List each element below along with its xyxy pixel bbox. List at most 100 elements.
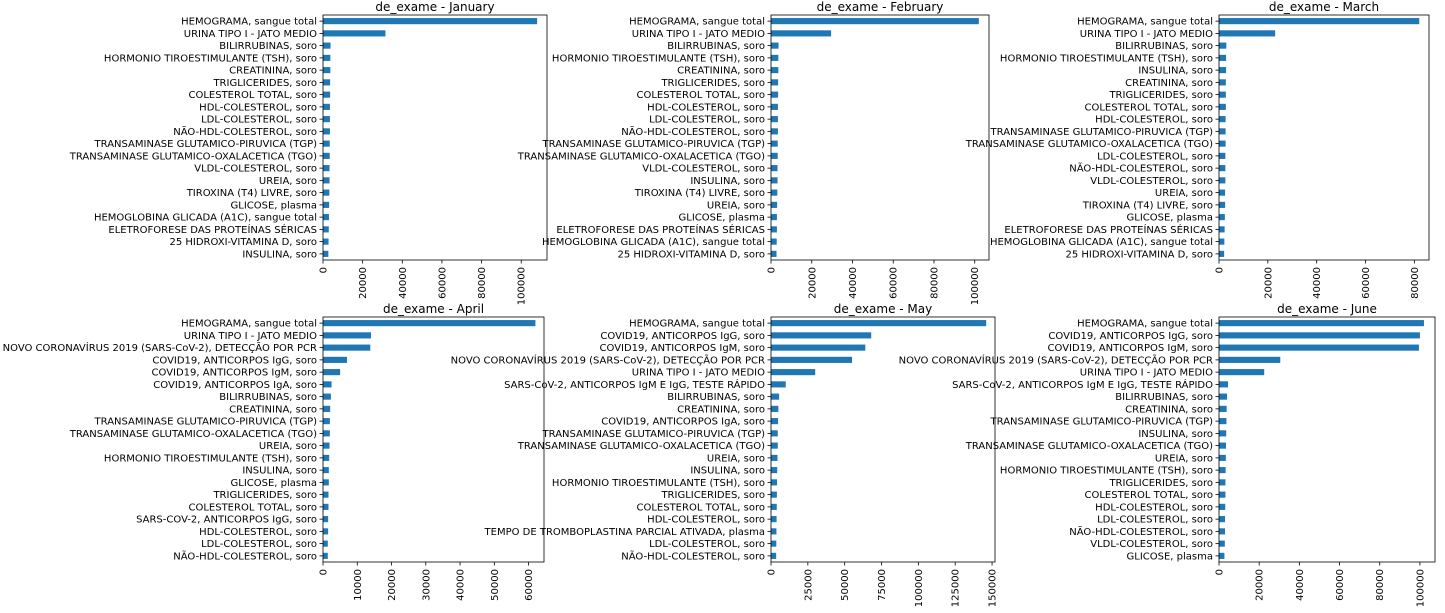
bar	[323, 54, 331, 61]
bar	[771, 201, 778, 208]
bar	[771, 67, 779, 74]
category-label: UREIA, soro	[707, 453, 765, 464]
x-tick-label: 60000	[1361, 267, 1372, 299]
x-tick-label: 150000	[988, 569, 999, 607]
bar	[323, 116, 330, 123]
x-tick-label: 80000	[1410, 267, 1421, 299]
category-label: HDL-COLESTEROL, soro	[647, 515, 765, 526]
x-tick-label: 75000	[877, 569, 888, 601]
bar	[323, 540, 328, 547]
bar	[323, 503, 329, 510]
bar	[323, 418, 330, 425]
bar	[1219, 18, 1420, 25]
bar	[1219, 79, 1226, 86]
category-label: HORMONIO TIROESTIMULANTE (TSH), soro	[552, 478, 765, 489]
category-label: NOVO CORONAVÍRUS 2019 (SARS-CoV-2), DETE…	[451, 353, 765, 366]
bar	[1219, 454, 1226, 461]
bar	[1219, 54, 1227, 61]
bar	[1219, 540, 1225, 547]
category-label: INSULINA, soro	[690, 466, 765, 477]
category-label: TRIGLICERIDES, soro	[1108, 478, 1213, 489]
bar	[771, 467, 778, 474]
bar	[323, 381, 332, 388]
category-label: TRANSAMINASE GLUTAMICO-PIRUVICA (TGP)	[990, 417, 1214, 428]
category-label: COLESTEROL TOTAL, soro	[188, 90, 317, 101]
bar	[771, 128, 778, 135]
category-label: UREIA, soro	[1155, 453, 1213, 464]
bar	[771, 454, 778, 461]
bar	[771, 356, 853, 363]
category-label: ELETROFORESE DAS PROTEÍNAS SÉRICAS	[556, 223, 765, 236]
bar	[1219, 491, 1226, 498]
bar	[771, 18, 979, 25]
category-label: TRANSAMINASE GLUTAMICO-PIRUVICA (TGP)	[94, 417, 318, 428]
category-label: NÃO-HDL-COLESTEROL, soro	[1069, 162, 1213, 175]
category-label: URINA TIPO I - JATO MEDIO	[632, 368, 765, 379]
category-label: INSULINA, soro	[242, 466, 317, 477]
category-label: BILIRRUBINAS, soro	[667, 392, 765, 403]
chart-panel-1: de_exame - January HEMOGRAMA, sangue tota…	[69, 0, 548, 305]
x-tick-label: 20000	[807, 267, 818, 299]
bar	[1219, 165, 1226, 172]
bar	[1219, 177, 1226, 184]
bar	[1219, 189, 1226, 196]
bar	[323, 140, 330, 147]
bar	[323, 67, 331, 74]
bar	[323, 344, 371, 351]
bar	[1219, 356, 1281, 363]
category-label: TRANSAMINASE GLUTAMICO-OXALACETICA (TGO)	[69, 151, 317, 162]
x-tick-label: 0	[767, 569, 778, 575]
bar	[1219, 238, 1225, 245]
category-label: UREIA, soro	[1155, 188, 1213, 199]
bar	[771, 369, 816, 376]
axes-frame	[1218, 14, 1430, 261]
bar	[771, 503, 777, 510]
bar	[1219, 42, 1227, 49]
category-label: GLICOSE, plasma	[1127, 551, 1213, 562]
x-tick-label: 0	[1215, 569, 1226, 575]
bar	[1219, 503, 1226, 510]
x-tick-label: 20000	[358, 267, 369, 299]
category-label: INSULINA, soro	[242, 249, 317, 260]
x-tick-label: 80000	[1375, 569, 1386, 601]
category-label: COLESTEROL TOTAL, soro	[636, 502, 765, 513]
bar	[1219, 381, 1229, 388]
bar	[323, 79, 331, 86]
x-tick-label: 50000	[840, 569, 851, 601]
bar	[1219, 442, 1227, 449]
x-tick-label: 40000	[456, 569, 467, 601]
chart-title: de_exame - June	[1277, 302, 1377, 316]
x-tick-label: 100000	[970, 267, 981, 305]
category-label: HDL-COLESTEROL, soro	[199, 527, 317, 538]
category-label: COVID19, ANTICORPOS IgM, soro	[152, 368, 317, 379]
category-label: CREATININA, soro	[677, 66, 765, 77]
bar	[323, 238, 329, 245]
category-label: TRANSAMINASE GLUTAMICO-PIRUVICA (TGP)	[542, 429, 766, 440]
bar	[323, 165, 330, 172]
bar	[771, 552, 777, 559]
x-tick-label: 100000	[1415, 569, 1426, 607]
bar	[771, 165, 778, 172]
x-tick-label: 60000	[524, 569, 535, 601]
bar	[771, 238, 777, 245]
category-label: CREATININA, soro	[229, 404, 317, 415]
category-label: HEMOGLOBINA GLICADA (A1C), sangue total	[990, 237, 1213, 248]
bar	[1219, 128, 1226, 135]
bar	[771, 405, 779, 412]
category-label: VLDL-COLESTEROL, soro	[1090, 176, 1213, 187]
category-label: HEMOGRAMA, sangue total	[1077, 319, 1213, 330]
bar	[1219, 214, 1225, 221]
category-label: TRANSAMINASE GLUTAMICO-OXALACETICA (TGO)	[517, 151, 765, 162]
category-label: ELETROFORESE DAS PROTEÍNAS SÉRICAS	[1004, 223, 1213, 236]
x-tick-label: 0	[767, 267, 778, 273]
category-label: COVID19, ANTICORPOS IgM, soro	[600, 343, 765, 354]
category-label: NÃO-HDL-COLESTEROL, soro	[173, 549, 317, 562]
category-label: NOVO CORONAVÍRUS 2019 (SARS-CoV-2), DETE…	[3, 341, 317, 354]
chart-title: de_exame - April	[383, 302, 484, 316]
axes-frame	[1218, 316, 1436, 563]
bar	[323, 320, 536, 327]
category-label: TIROXINA (T4) LIVRE, soro	[186, 188, 317, 199]
bar	[1219, 320, 1424, 327]
bar	[323, 30, 386, 37]
category-label: UREIA, soro	[707, 200, 765, 211]
